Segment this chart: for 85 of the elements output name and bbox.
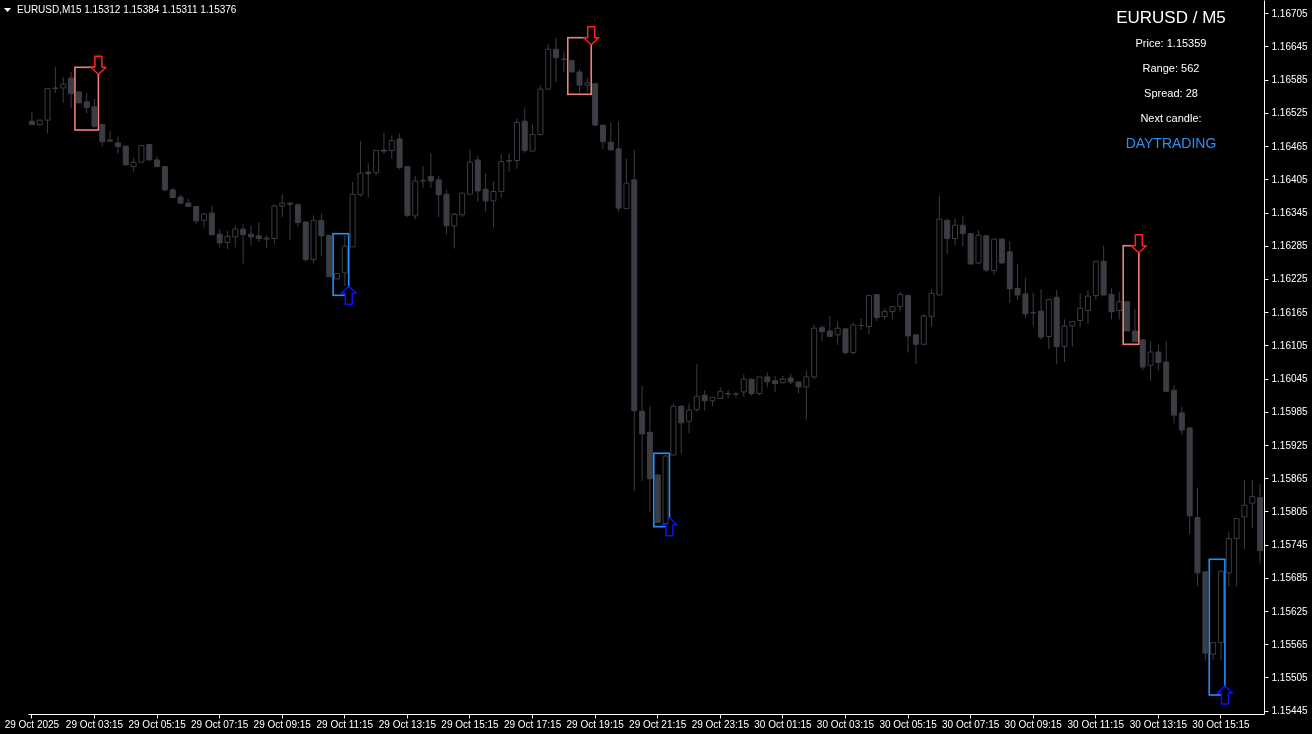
- x-tick-label: 29 Oct 11:15: [316, 718, 374, 730]
- y-tick-label: 1.16585: [1271, 74, 1309, 86]
- candlestick: [459, 192, 466, 218]
- candlestick: [208, 205, 215, 236]
- annotation: Next candle:: [1139, 112, 1203, 124]
- candlestick: [247, 224, 254, 246]
- candlestick: [1241, 479, 1248, 550]
- y-tick-label: 1.16645: [1271, 40, 1309, 52]
- annotation: EURUSD / M5: [1115, 8, 1227, 28]
- x-tick-label: 29 Oct 13:15: [378, 718, 437, 730]
- y-tick-label: 1.15505: [1271, 671, 1309, 683]
- candlestick: [28, 111, 35, 126]
- y-tick-label: 1.16225: [1271, 273, 1309, 285]
- candlestick: [201, 212, 208, 228]
- y-tick-label: 1.15445: [1271, 705, 1309, 717]
- x-tick-label: 29 Oct 03:15: [65, 718, 124, 730]
- y-tick-label: 1.16705: [1271, 7, 1309, 19]
- x-tick-label: 30 Oct 03:15: [816, 718, 875, 730]
- y-tick-label: 1.15745: [1271, 539, 1309, 551]
- candlestick: [732, 391, 739, 398]
- candlestick: [819, 324, 826, 342]
- candlestick: [1249, 479, 1256, 529]
- candlestick: [826, 315, 833, 338]
- candlestick: [553, 37, 560, 83]
- candlestick: [725, 389, 732, 400]
- y-tick-label: 1.16045: [1271, 373, 1309, 385]
- candlestick: [68, 71, 75, 109]
- y-tick-label: 1.15625: [1271, 605, 1309, 617]
- y-tick-label: 1.15685: [1271, 572, 1309, 584]
- x-tick-label: 29 Oct 05:15: [128, 718, 187, 730]
- candlestick: [686, 402, 693, 434]
- chart-title: EURUSD,M15 1.15312 1.15384 1.15311 1.15376: [17, 4, 237, 16]
- x-tick-label: 29 Oct 2025: [4, 718, 60, 730]
- y-tick-label: 1.15925: [1271, 439, 1309, 451]
- x-tick-label: 30 Oct 01:15: [754, 718, 812, 730]
- annotation: Range: 562: [1141, 62, 1201, 74]
- x-tick-label: 29 Oct 21:15: [629, 718, 687, 730]
- candlestick: [1077, 292, 1084, 328]
- y-tick-label: 1.16165: [1271, 306, 1309, 318]
- x-tick-label: 29 Oct 09:15: [253, 718, 312, 730]
- y-tick-label: 1.16525: [1271, 107, 1309, 119]
- candlestick: [427, 152, 434, 189]
- x-tick-label: 30 Oct 13:15: [1129, 718, 1188, 730]
- candlestick: [952, 218, 958, 246]
- annotation: Spread: 28: [1143, 87, 1199, 99]
- candlestick: [639, 385, 646, 482]
- y-tick-label: 1.16345: [1271, 207, 1309, 219]
- y-tick-label: 1.16465: [1271, 140, 1309, 152]
- candlestick: [380, 132, 387, 155]
- candlestick: [294, 202, 301, 228]
- x-tick-label: 30 Oct 07:15: [942, 718, 1000, 730]
- y-tick-label: 1.15985: [1271, 406, 1309, 418]
- x-tick-label: 29 Oct 07:15: [191, 718, 249, 730]
- candlestick: [1131, 308, 1138, 342]
- candlestick: [240, 223, 247, 264]
- candlestick: [287, 202, 294, 241]
- candlestick: [107, 129, 114, 143]
- annotation: DAYTRADING: [1124, 135, 1218, 151]
- candlestick: [161, 166, 168, 193]
- candlestick: [1178, 406, 1185, 436]
- x-tick-label: 30 Oct 11:15: [1067, 718, 1125, 730]
- x-tick-label: 30 Oct 09:15: [1004, 718, 1063, 730]
- candlestick: [772, 375, 779, 393]
- candlestick: [599, 124, 606, 150]
- x-tick-label: 29 Oct 15:15: [441, 718, 500, 730]
- y-tick-label: 1.15565: [1271, 638, 1309, 650]
- candlestick: [693, 363, 700, 413]
- x-tick-label: 29 Oct 23:15: [691, 718, 750, 730]
- y-tick-label: 1.16105: [1271, 339, 1309, 351]
- y-tick-label: 1.16405: [1271, 173, 1309, 185]
- candlestick: [114, 136, 121, 154]
- y-tick-label: 1.15805: [1271, 505, 1309, 517]
- y-tick-label: 1.16285: [1271, 240, 1309, 252]
- candlestick: [420, 165, 427, 189]
- x-tick-label: 30 Oct 15:15: [1192, 718, 1251, 730]
- y-tick-label: 1.15865: [1271, 472, 1309, 484]
- candlestick: [912, 334, 919, 365]
- candlestick: [1084, 289, 1091, 325]
- candlestick: [373, 150, 380, 176]
- x-tick-label: 29 Oct 17:15: [503, 718, 562, 730]
- x-tick-label: 30 Oct 05:15: [879, 718, 938, 730]
- candlestick: [506, 152, 513, 173]
- candlestick: [998, 238, 1005, 265]
- annotation: Price: 1.15359: [1134, 37, 1208, 49]
- x-tick-label: 29 Oct 19:15: [566, 718, 625, 730]
